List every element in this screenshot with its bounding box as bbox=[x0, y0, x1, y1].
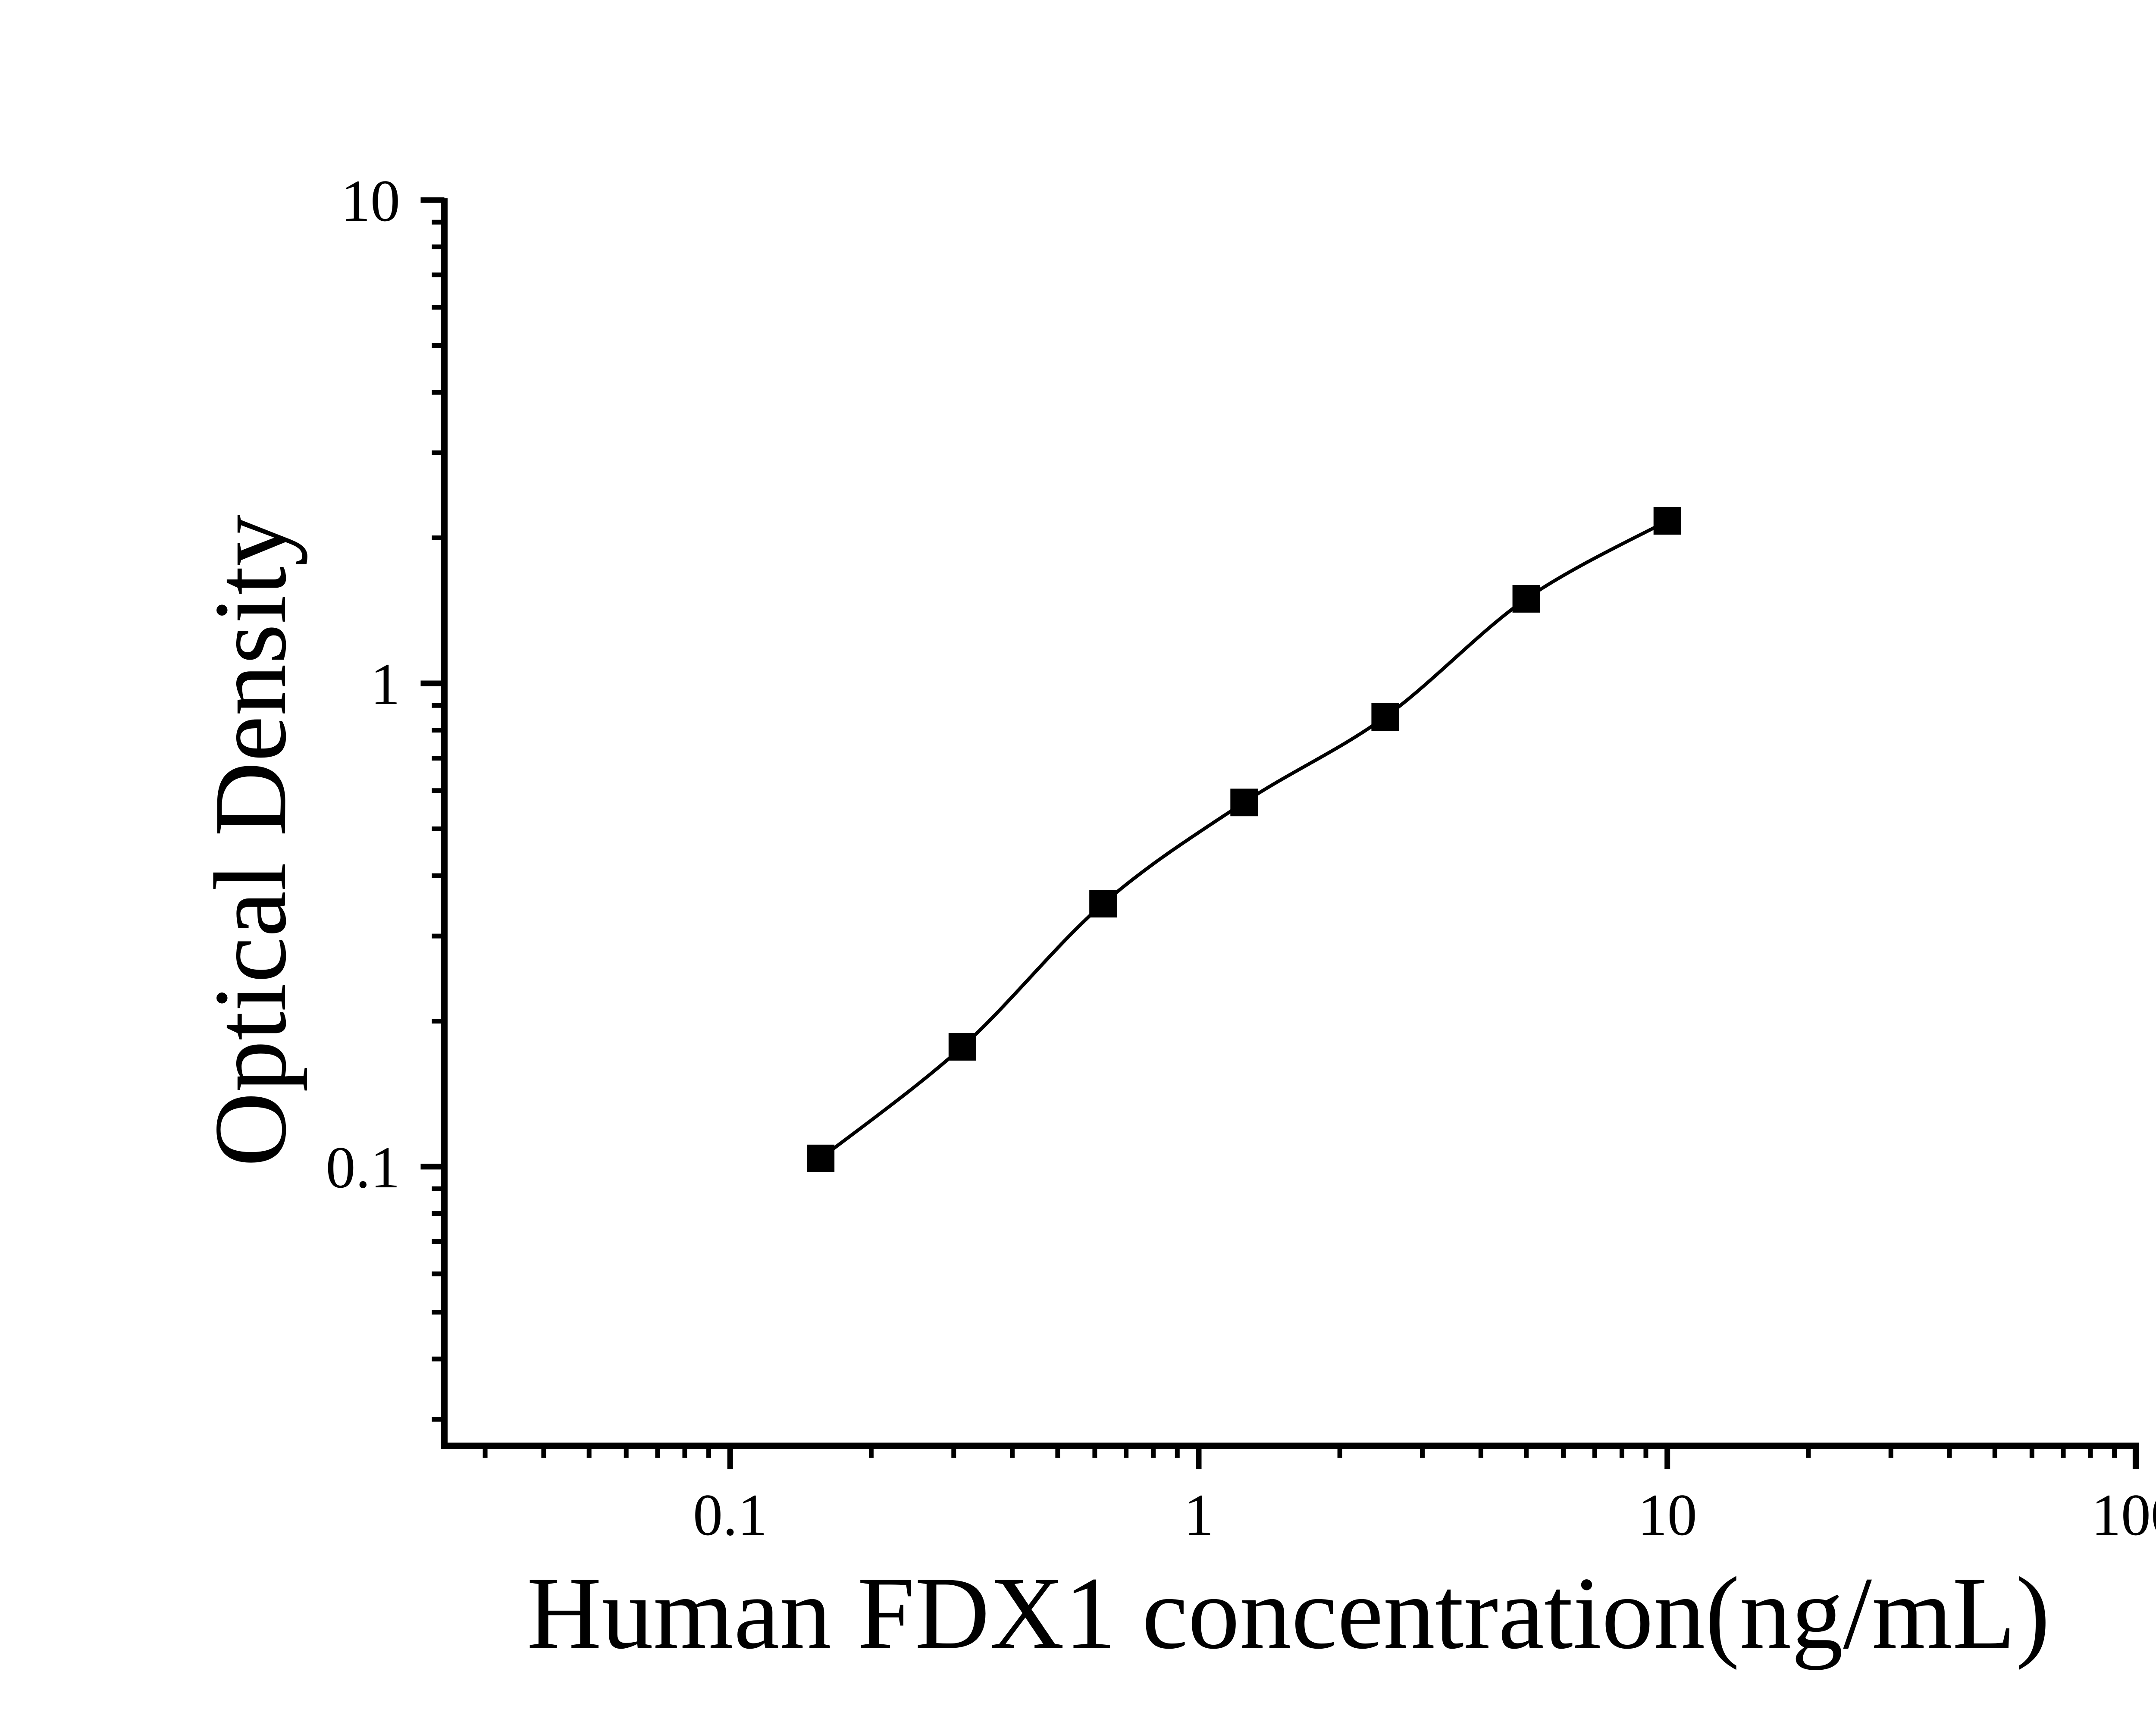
y-tick-label: 10 bbox=[341, 168, 400, 234]
data-point-marker bbox=[948, 1033, 976, 1061]
data-point-marker bbox=[1230, 789, 1258, 817]
data-point-marker bbox=[1512, 585, 1540, 613]
x-tick-label: 100 bbox=[2091, 1482, 2156, 1548]
x-tick-label: 1 bbox=[1184, 1482, 1214, 1548]
y-tick-label: 0.1 bbox=[326, 1134, 401, 1200]
standard-curve-line bbox=[819, 519, 1668, 1160]
data-point-marker bbox=[1371, 703, 1399, 731]
x-tick-label: 10 bbox=[1638, 1482, 1697, 1548]
data-point-marker bbox=[1089, 890, 1117, 918]
x-tick-label: 0.1 bbox=[693, 1482, 768, 1548]
y-axis-title: Optical Density bbox=[193, 514, 307, 1167]
tick-labels-layer: 0.1 1 10 100 0.1 1 10 bbox=[326, 168, 2156, 1548]
x-axis-title: Human FDX1 concentration(ng/mL) bbox=[527, 1556, 2050, 1670]
axes-layer bbox=[441, 198, 2139, 1449]
y-tick-label: 1 bbox=[370, 651, 400, 717]
data-point-marker bbox=[807, 1144, 835, 1172]
series-layer bbox=[807, 507, 1681, 1172]
data-point-marker bbox=[1653, 507, 1681, 535]
ticks-layer bbox=[420, 197, 2139, 1469]
